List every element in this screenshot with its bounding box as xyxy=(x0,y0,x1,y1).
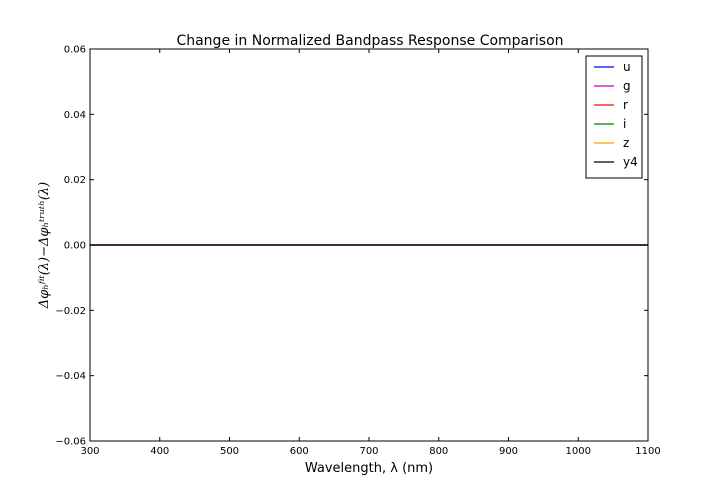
plot-frame xyxy=(89,48,649,442)
y-tick-label: 0.02 xyxy=(64,175,86,186)
x-tick-label: 300 xyxy=(80,446,99,457)
legend-label: g xyxy=(623,79,631,93)
x-tick-label: 1100 xyxy=(635,446,660,457)
y-axis-label: Δφₕᶠⁱᵗ(λ)−Δφₕᵗʳᵘᵗʰ(λ) xyxy=(37,182,52,309)
chart-title: Change in Normalized Bandpass Response C… xyxy=(176,33,563,49)
plot-area: 300 400 500 600 700 800 900 1000 1100 0.06 0.04 0.0… xyxy=(55,45,660,458)
y-tick-label: 0.06 xyxy=(64,45,86,56)
legend-label: z xyxy=(623,136,629,150)
legend-label: i xyxy=(623,117,626,131)
x-tick-label: 500 xyxy=(220,446,239,457)
x-tick-label: 900 xyxy=(499,446,518,457)
y-tick-label: 0.04 xyxy=(64,110,86,121)
x-tick-label: 1000 xyxy=(566,446,591,457)
legend-label: u xyxy=(623,60,631,74)
y-tick-label: −0.06 xyxy=(55,437,86,448)
y-tick-label: 0.00 xyxy=(64,241,86,252)
legend-label: y4 xyxy=(623,155,638,169)
legend-label: r xyxy=(623,98,628,112)
x-tick-label: 700 xyxy=(359,446,378,457)
x-tick-label: 600 xyxy=(290,446,309,457)
x-tick-label: 800 xyxy=(429,446,448,457)
y-tick-label: −0.04 xyxy=(55,371,86,382)
y-tick-label: −0.02 xyxy=(55,306,86,317)
x-axis-label: Wavelength, λ (nm) xyxy=(305,461,433,476)
x-tick-label: 400 xyxy=(150,446,169,457)
legend-box xyxy=(585,55,643,179)
